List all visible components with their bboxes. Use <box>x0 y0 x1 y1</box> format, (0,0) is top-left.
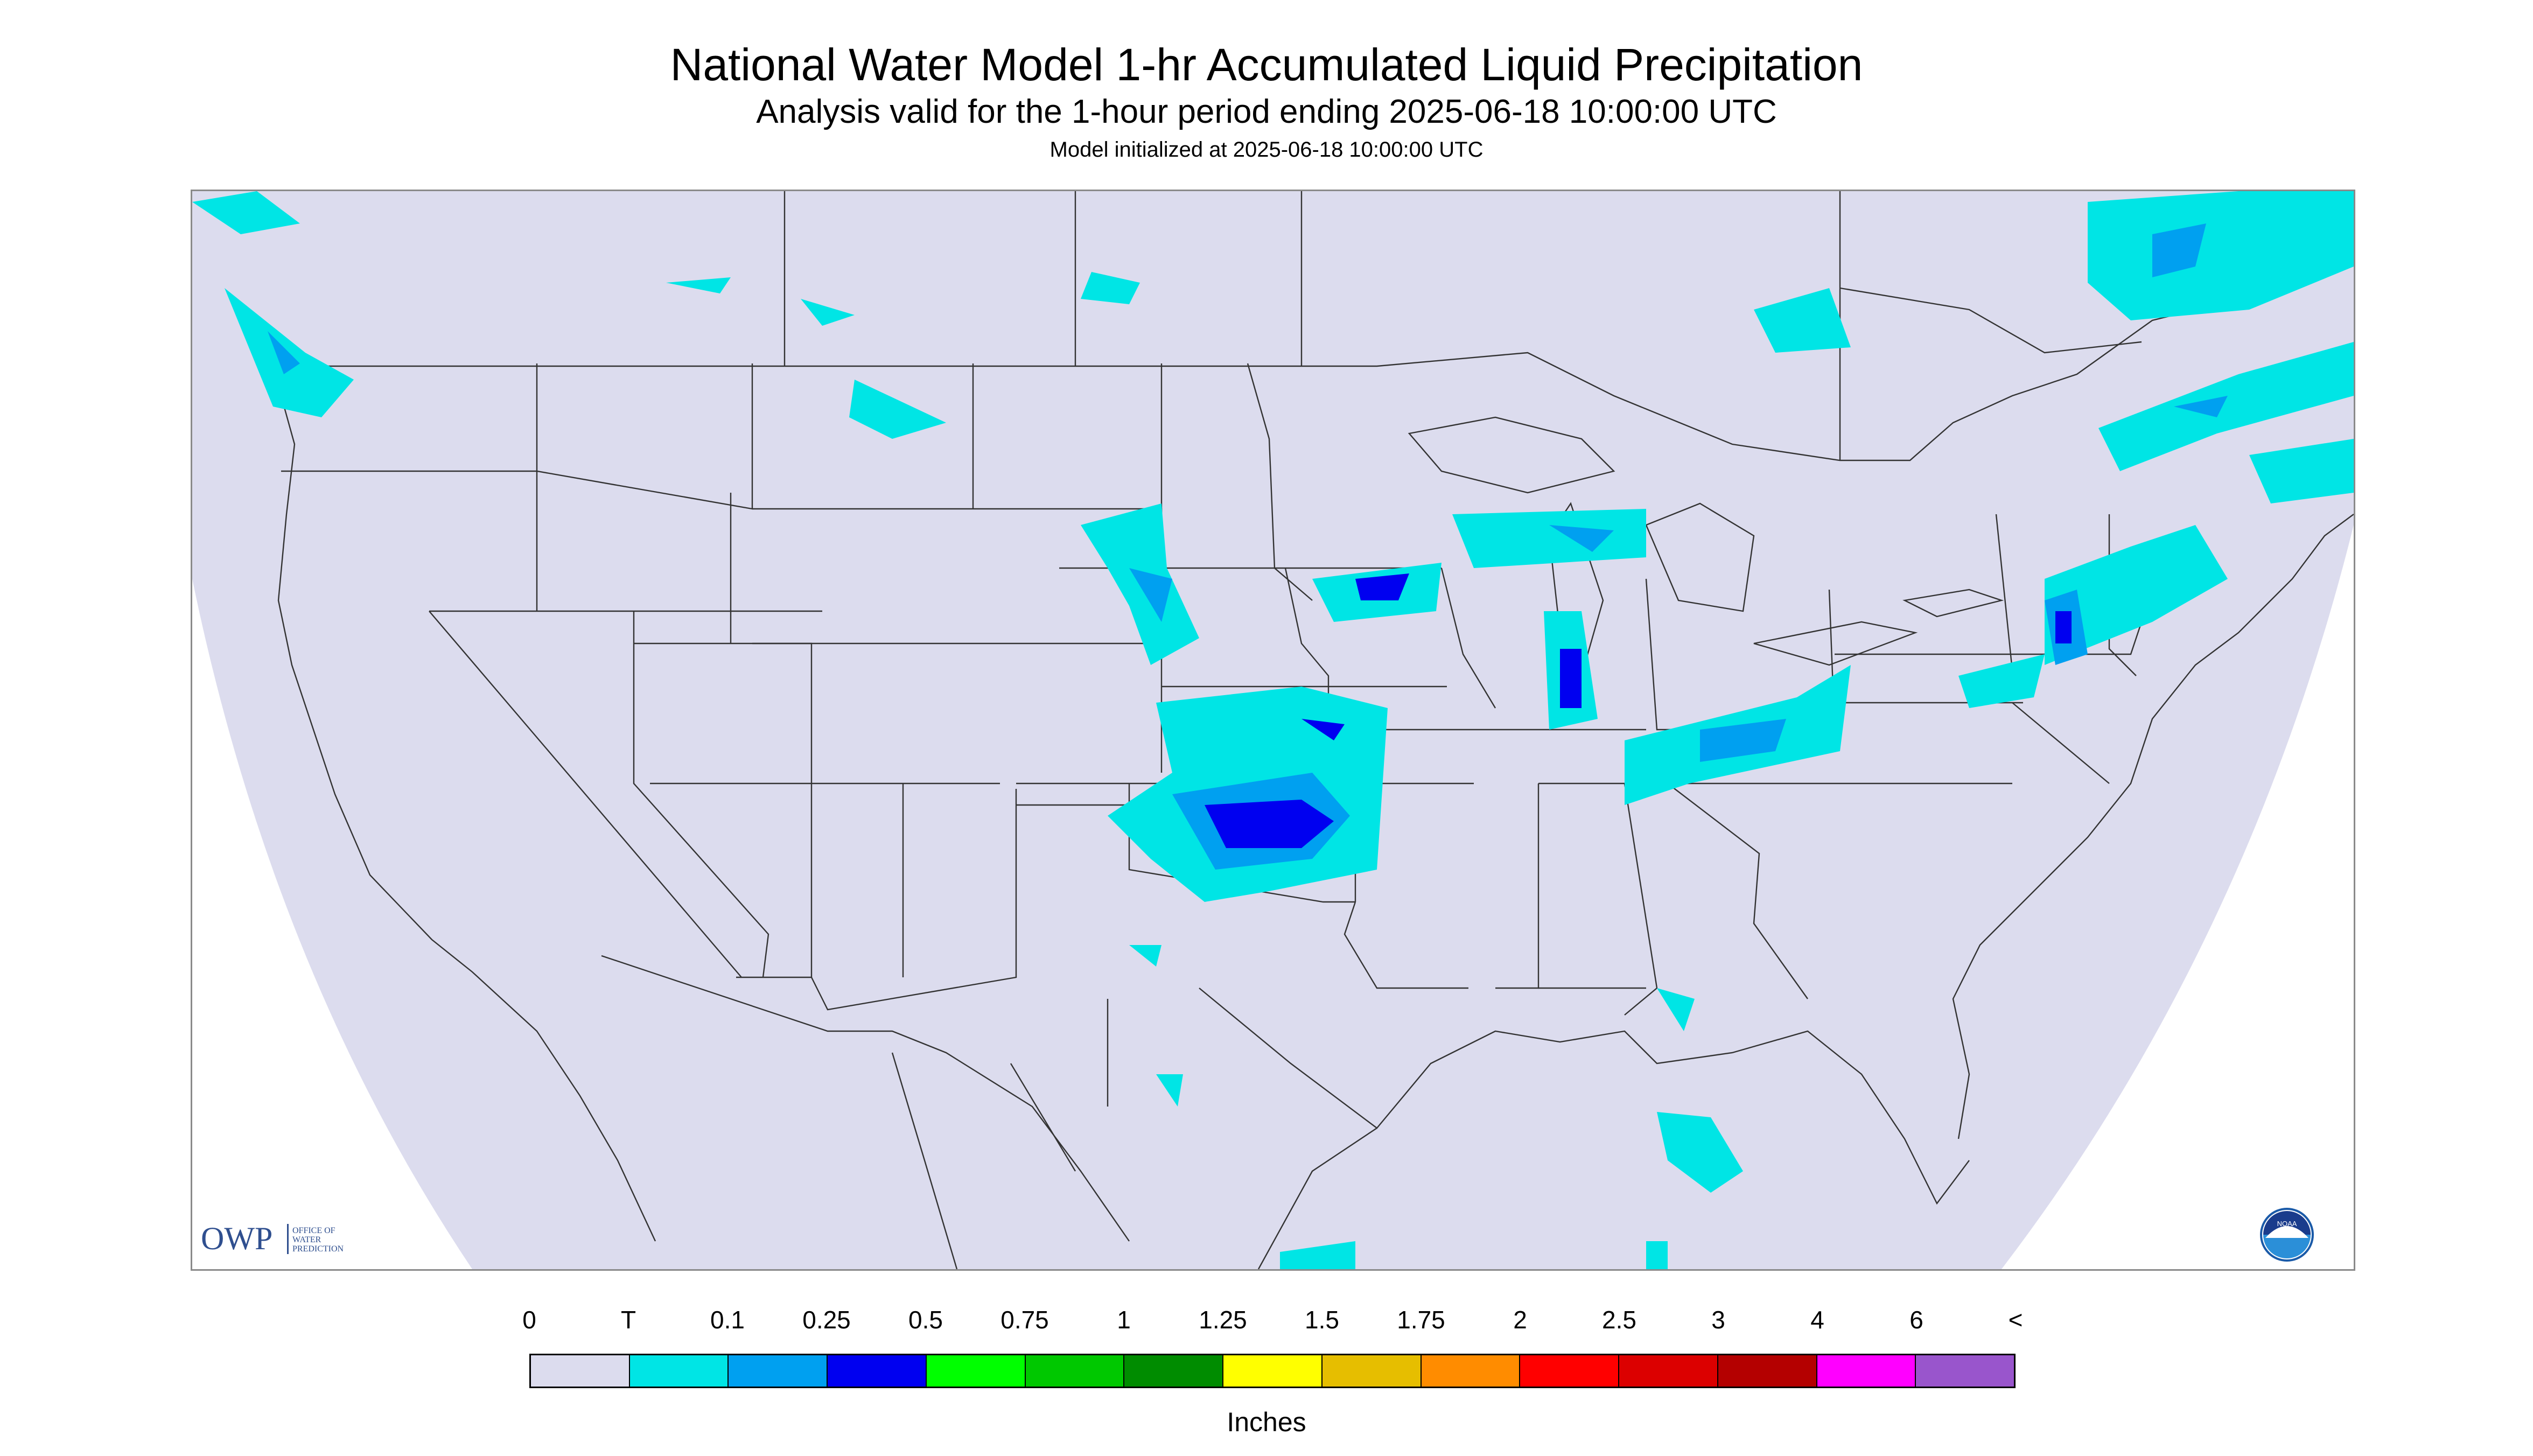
legend-swatch <box>531 1355 630 1387</box>
legend-swatch <box>1322 1355 1422 1387</box>
legend-label: 0.1 <box>710 1306 745 1334</box>
owp-mark: OWP <box>201 1221 272 1256</box>
model-init-text: Model initialized at 2025-06-18 10:00:00… <box>1049 138 1484 162</box>
legend-swatch <box>1916 1355 2014 1387</box>
legend-label: T <box>620 1306 636 1334</box>
legend-label: 6 <box>1909 1306 1923 1334</box>
legend-swatch <box>1223 1355 1323 1387</box>
legend-label: 4 <box>1810 1306 1824 1334</box>
legend-label: < <box>2008 1306 2023 1334</box>
legend-swatch <box>729 1355 828 1387</box>
legend-label: 2 <box>1513 1306 1527 1334</box>
owp-line-2: WATER <box>292 1235 321 1244</box>
noaa-label: NOAA <box>2277 1220 2297 1228</box>
legend-label: 0.25 <box>802 1306 851 1334</box>
legend-label: 3 <box>1711 1306 1725 1334</box>
legend-swatch <box>1421 1355 1521 1387</box>
legend-swatch <box>1025 1355 1125 1387</box>
legend-label: 0.75 <box>1000 1306 1049 1334</box>
legend-swatch <box>1718 1355 1817 1387</box>
legend-labels: 0 T 0.1 0.25 0.5 0.75 1 1.25 1.5 1.75 2 2.5 3 4 6 < <box>0 1305 2533 1343</box>
legend-units: Inches <box>1227 1407 1306 1437</box>
legend-swatch <box>1124 1355 1224 1387</box>
owp-logo: OWP OFFICE OF WATER PREDICTION <box>201 1221 344 1256</box>
noaa-logo: NOAA <box>2260 1208 2314 1262</box>
legend-label: 1 <box>1117 1306 1131 1334</box>
legend-colorbar <box>529 1354 2016 1388</box>
legend-swatch <box>629 1355 729 1387</box>
legend-swatch <box>926 1355 1026 1387</box>
precipitation-map: OWP OFFICE OF WATER PREDICTION NOAA <box>191 190 2355 1271</box>
legend-swatch <box>1619 1355 1718 1387</box>
legend-label: 2.5 <box>1602 1306 1636 1334</box>
map-title: National Water Model 1-hr Accumulated Li… <box>670 39 1863 90</box>
legend-swatch <box>1817 1355 1916 1387</box>
owp-line-1: OFFICE OF <box>292 1226 335 1235</box>
legend-label: 1.5 <box>1305 1306 1339 1334</box>
precip-layer <box>192 191 2354 1269</box>
owp-line-3: PREDICTION <box>292 1244 344 1254</box>
legend-label: 0.5 <box>908 1306 943 1334</box>
legend-swatch <box>1520 1355 1620 1387</box>
map-canvas: OWP OFFICE OF WATER PREDICTION NOAA <box>192 191 2354 1269</box>
legend-label: 1.75 <box>1397 1306 1445 1334</box>
legend-label: 0 <box>522 1306 536 1334</box>
legend-label: 1.25 <box>1199 1306 1247 1334</box>
legend-swatch <box>828 1355 927 1387</box>
map-subtitle: Analysis valid for the 1-hour period end… <box>756 93 1777 130</box>
